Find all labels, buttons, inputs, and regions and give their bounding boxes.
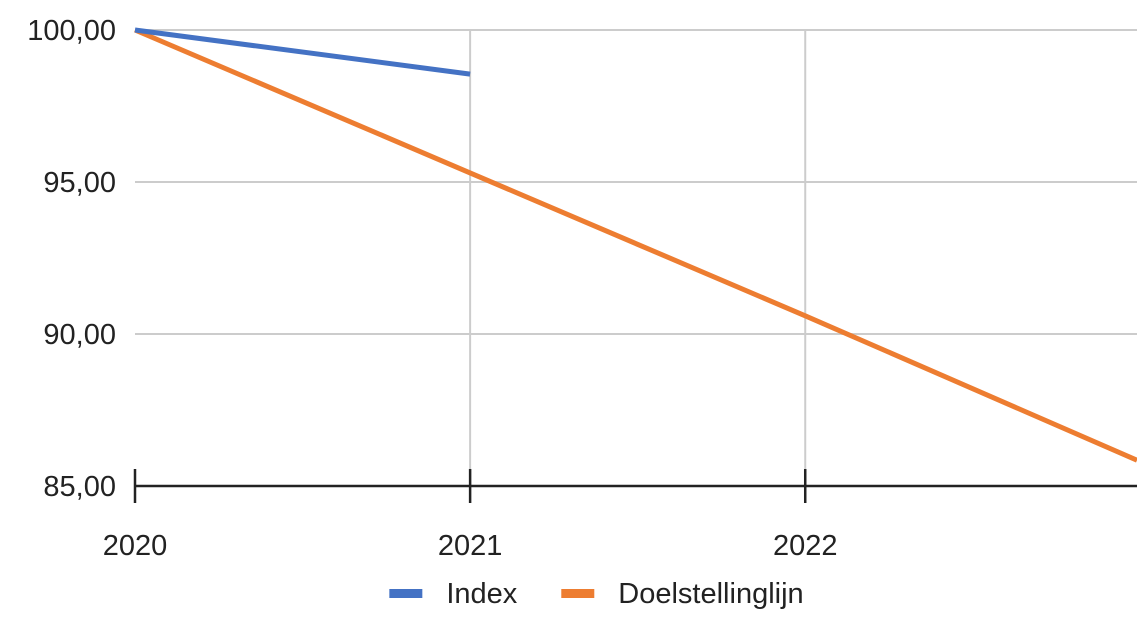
series-lines [134,27,1137,463]
x-tick-label: 2022 [773,530,838,562]
legend-label-index: Index [446,578,517,610]
grid [135,29,1137,486]
legend: Index Doelstellinglijn [389,578,804,610]
series-line-index [134,27,471,77]
series-line-doelstellinglijn [134,27,1137,463]
y-tick-label: 100,00 [27,15,116,47]
y-tick-label: 90,00 [43,319,116,351]
axes [133,469,1137,503]
legend-label-doelstellinglijn: Doelstellinglijn [618,578,803,610]
legend-swatch-index [389,589,423,598]
tick-labels: 100,00 95,00 90,00 85,00 2020 2021 2022 [27,15,837,562]
x-tick-label: 2020 [103,530,168,562]
y-tick-label: 95,00 [43,167,116,199]
y-tick-label: 85,00 [43,471,116,503]
x-tick-label: 2021 [438,530,503,562]
legend-swatch-doelstellinglijn [561,589,595,598]
